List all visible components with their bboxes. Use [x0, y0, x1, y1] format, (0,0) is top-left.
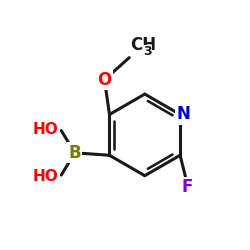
Text: F: F	[182, 178, 193, 196]
Text: N: N	[176, 106, 190, 124]
Text: HO: HO	[33, 169, 59, 184]
Text: HO: HO	[33, 122, 59, 137]
Text: CH: CH	[130, 36, 156, 54]
Text: B: B	[68, 144, 81, 162]
Text: O: O	[98, 71, 112, 89]
Text: 3: 3	[144, 45, 152, 58]
